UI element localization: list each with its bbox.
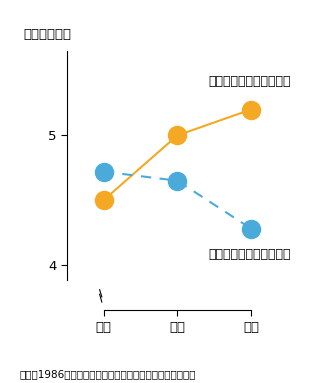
Text: ハンドジェスチャーなし: ハンドジェスチャーなし [208, 248, 291, 261]
Text: 藤原（1986）態度窯変と印象形成に及ぼすスピーチ速度と: 藤原（1986）態度窯変と印象形成に及ぼすスピーチ速度と [20, 369, 196, 379]
Text: ハンドジェスチャーあり: ハンドジェスチャーあり [208, 75, 291, 88]
Text: 自信の度合い: 自信の度合い [23, 28, 71, 41]
